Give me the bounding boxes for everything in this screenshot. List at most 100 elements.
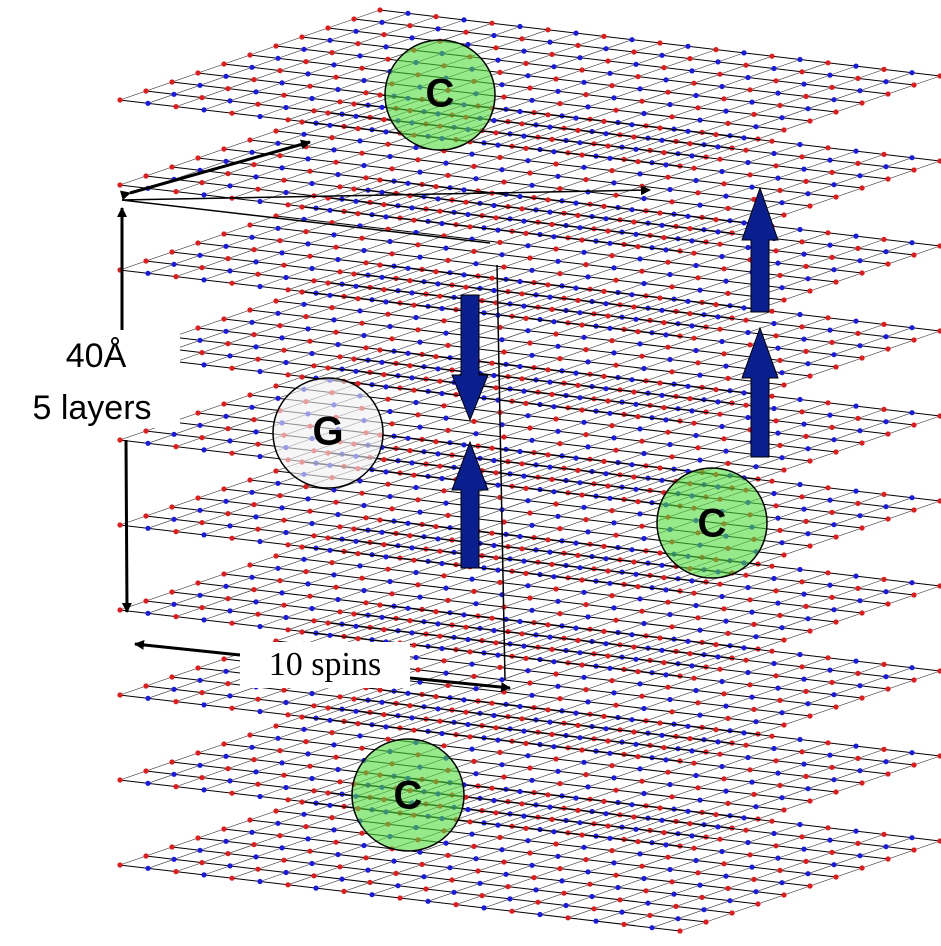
spin-site xyxy=(601,629,606,634)
spin-site xyxy=(379,360,384,365)
spin-site xyxy=(517,619,522,624)
spin-site xyxy=(723,109,728,114)
spin-site xyxy=(517,789,522,794)
spin-site xyxy=(447,865,452,870)
spin-site xyxy=(473,176,478,181)
spin-site xyxy=(335,172,340,177)
spin-site xyxy=(199,860,204,865)
spin-site xyxy=(471,589,476,594)
spin-site xyxy=(721,861,726,866)
spin-site xyxy=(519,376,524,381)
spin-site xyxy=(325,25,330,30)
spin-site xyxy=(277,833,282,838)
spin-site xyxy=(603,301,608,306)
spin-site xyxy=(557,441,562,446)
spin-site xyxy=(409,290,414,295)
spin-site xyxy=(631,729,636,734)
spin-site xyxy=(725,291,730,296)
spin-site xyxy=(227,438,232,443)
spin-site xyxy=(631,134,636,139)
spin-site xyxy=(557,186,562,191)
spin-site xyxy=(283,785,288,790)
spin-site xyxy=(283,530,288,535)
spin-site xyxy=(829,425,834,430)
spin-site xyxy=(687,56,692,61)
spin-site xyxy=(661,235,666,240)
spin-site xyxy=(799,154,804,159)
spin-site xyxy=(333,840,338,845)
spin-site xyxy=(603,811,608,816)
spin-site xyxy=(251,757,256,762)
spin-site xyxy=(221,146,226,151)
spin-site xyxy=(503,872,508,877)
spin-site xyxy=(433,354,438,359)
spin-site xyxy=(329,815,334,820)
spin-site xyxy=(435,706,440,711)
spin-site xyxy=(327,293,332,298)
spin-site xyxy=(173,104,178,109)
spin-site xyxy=(227,353,232,358)
spin-site xyxy=(397,895,402,900)
spin-site xyxy=(255,357,260,362)
spin-site xyxy=(613,873,618,878)
spin-site xyxy=(803,689,808,694)
spin-site xyxy=(337,524,342,529)
spin-site xyxy=(335,852,340,857)
spin-site xyxy=(671,892,676,897)
spin-site xyxy=(201,617,206,622)
spin-site xyxy=(585,274,590,279)
spin-site xyxy=(277,238,282,243)
spin-site xyxy=(601,374,606,379)
spin-site xyxy=(801,762,806,767)
spin-site xyxy=(631,644,636,649)
spin-site xyxy=(229,111,234,116)
spin-site xyxy=(519,291,524,296)
spin-site xyxy=(573,456,578,461)
spin-site xyxy=(937,753,941,758)
spin-site xyxy=(603,386,608,391)
spin-site xyxy=(337,99,342,104)
spin-site xyxy=(417,425,422,430)
spin-site xyxy=(629,377,634,382)
spin-site xyxy=(501,349,506,354)
spin-site xyxy=(831,862,836,867)
spin-site xyxy=(437,634,442,639)
spin-site xyxy=(609,763,614,768)
spin-site xyxy=(529,438,534,443)
spin-site xyxy=(689,748,694,753)
spin-site xyxy=(659,818,664,823)
spin-site xyxy=(489,21,494,26)
spin-site xyxy=(855,671,860,676)
spin-site xyxy=(229,451,234,456)
spin-site xyxy=(251,77,256,82)
spin-site xyxy=(547,720,552,725)
spin-site xyxy=(545,197,550,202)
spin-site xyxy=(221,571,226,576)
spin-site xyxy=(575,43,580,48)
spin-site xyxy=(417,509,422,514)
spin-site xyxy=(337,609,342,614)
spin-site xyxy=(805,276,810,281)
spin-site xyxy=(329,560,334,565)
spin-site xyxy=(383,469,388,474)
spin-site xyxy=(741,220,746,225)
spin-site xyxy=(725,801,730,806)
spin-site xyxy=(465,637,470,642)
spin-site xyxy=(415,327,420,332)
spin-site xyxy=(833,704,838,709)
spin-site xyxy=(853,489,858,494)
spin-site xyxy=(523,656,528,661)
spin-site xyxy=(773,673,778,678)
spin-site xyxy=(351,186,356,191)
spin-site xyxy=(745,840,750,845)
spin-site xyxy=(493,130,498,135)
spin-site xyxy=(251,247,256,252)
spin-site xyxy=(303,229,308,234)
spin-site xyxy=(225,256,230,261)
spin-site xyxy=(553,841,558,846)
spin-site xyxy=(253,89,258,94)
spin-site xyxy=(435,366,440,371)
spin-site xyxy=(687,141,692,146)
spin-site xyxy=(361,163,366,168)
spin-site xyxy=(337,694,342,699)
